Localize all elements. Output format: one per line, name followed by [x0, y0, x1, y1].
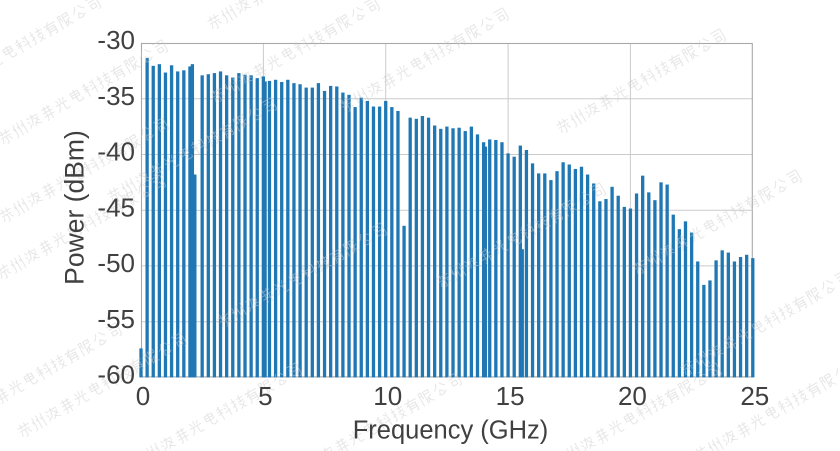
svg-text:25: 25 [740, 381, 769, 411]
svg-text:-30: -30 [97, 25, 135, 55]
svg-text:-55: -55 [97, 304, 135, 334]
svg-text:15: 15 [496, 381, 525, 411]
svg-text:Frequency (GHz): Frequency (GHz) [353, 417, 549, 445]
svg-text:-45: -45 [97, 192, 135, 222]
svg-text:Power (dBm): Power (dBm) [60, 130, 90, 285]
svg-text:0: 0 [136, 381, 150, 411]
svg-text:-60: -60 [97, 360, 135, 390]
svg-text:-50: -50 [97, 248, 135, 278]
svg-text:5: 5 [258, 381, 272, 411]
svg-text:-35: -35 [97, 81, 135, 111]
svg-text:10: 10 [373, 381, 402, 411]
svg-text:20: 20 [618, 381, 647, 411]
svg-text:-40: -40 [97, 137, 135, 167]
